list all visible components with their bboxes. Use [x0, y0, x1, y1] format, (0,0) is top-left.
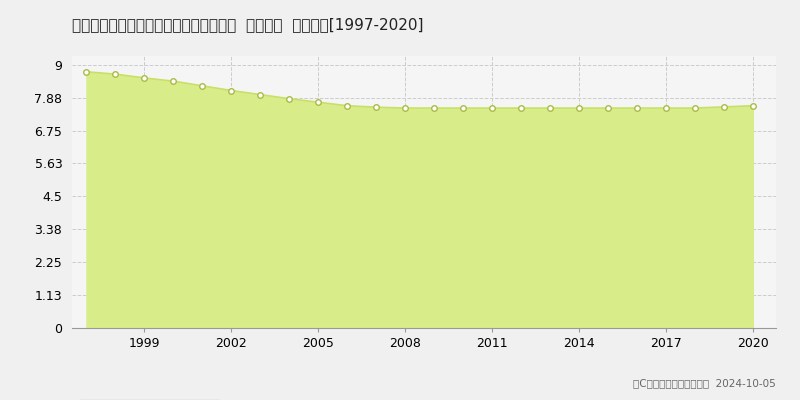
Text: （C）土地価格ドットコム  2024-10-05: （C）土地価格ドットコム 2024-10-05	[634, 378, 776, 388]
Text: 愛知県岡崎市駒立町字アマヤケ２０番１  基準地価  地価推移[1997-2020]: 愛知県岡崎市駒立町字アマヤケ２０番１ 基準地価 地価推移[1997-2020]	[72, 17, 423, 32]
